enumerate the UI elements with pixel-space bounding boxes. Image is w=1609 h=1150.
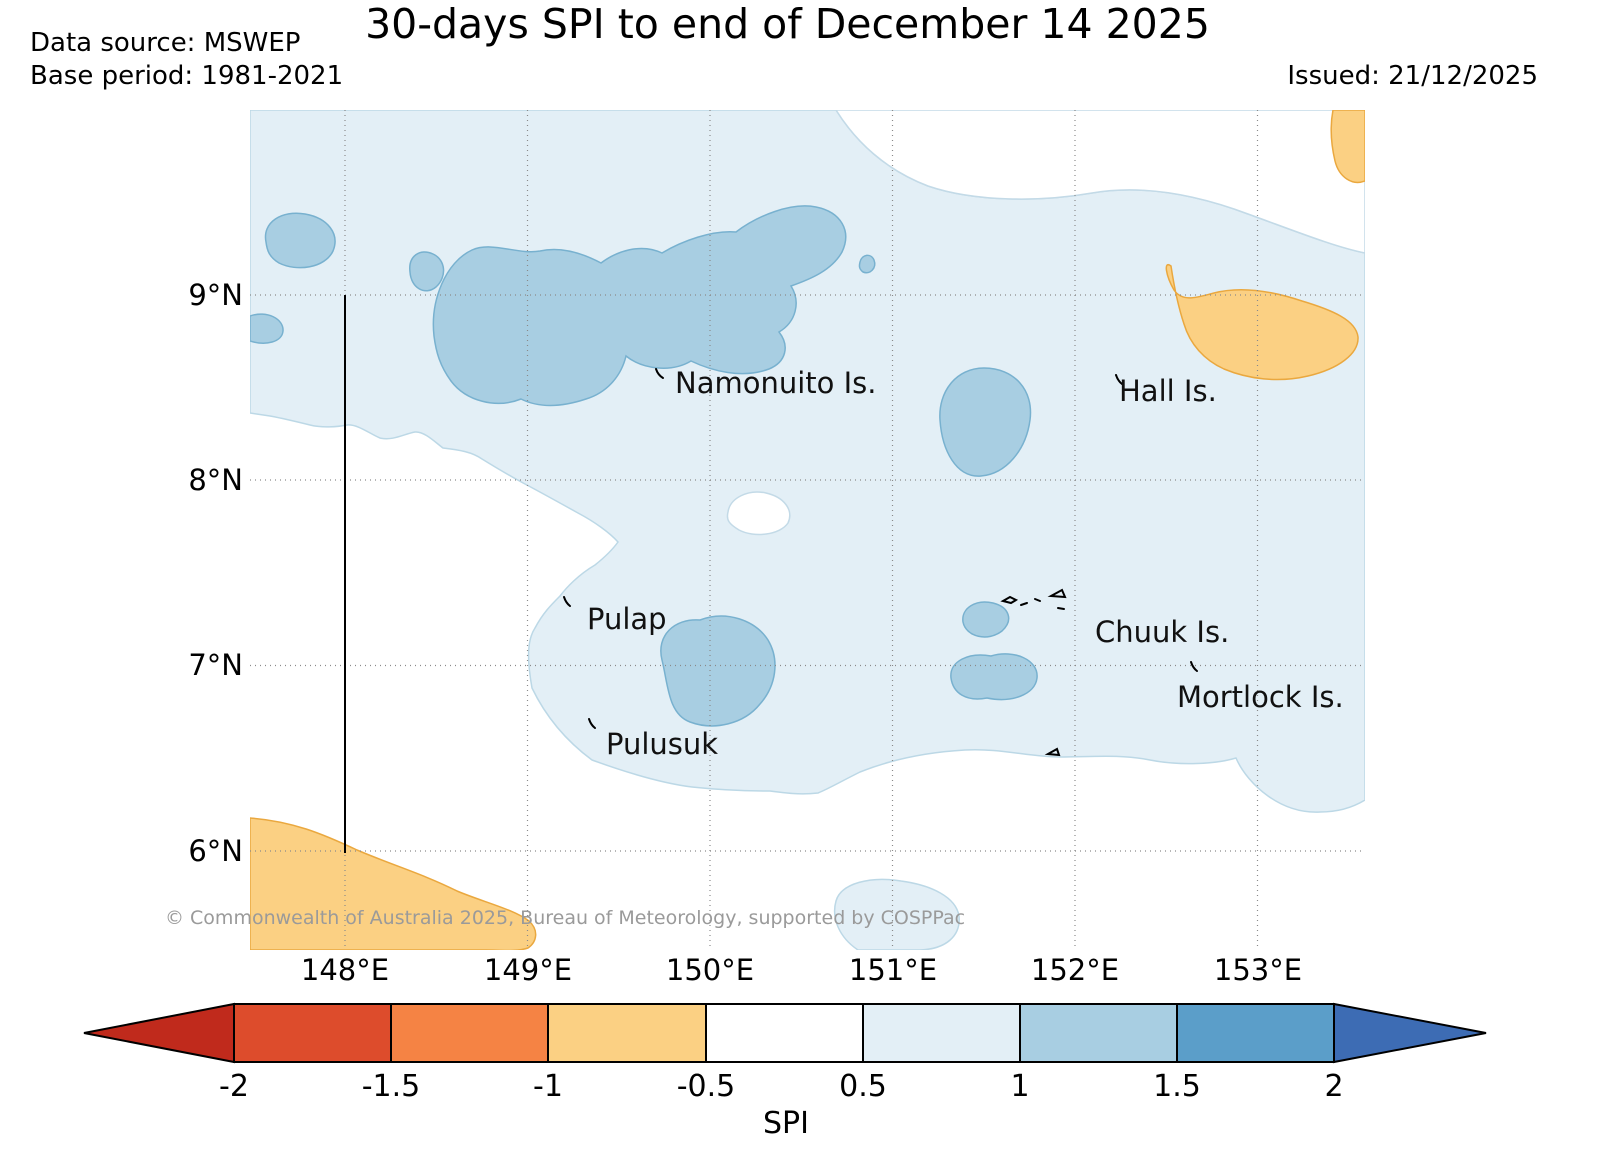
page-title: 30-days SPI to end of December 14 2025 [365,0,1210,48]
place-label-pulap: Pulap [587,602,667,636]
lat-label-9n: 9°N [188,278,243,312]
lat-label-6n: 6°N [188,834,243,868]
lat-label-7n: 7°N [188,648,243,682]
colorbar-tick: 1 [1010,1069,1029,1104]
pulusuk-mark [588,718,596,729]
gridlines [250,110,1365,950]
spi-colorbar: -2 -1.5 -1 -0.5 0.5 1 1.5 2 SPI [83,1002,1487,1141]
colorbar-tick: -1.5 [362,1069,421,1104]
chuuk-islands-mark [1047,588,1067,599]
colorbar-left-arrow [83,1002,235,1064]
colorbar-axis-label: SPI [763,1106,809,1141]
wet-medium-regions [250,205,1038,727]
place-label-mortlock: Mortlock Is. [1177,680,1344,714]
colorbar-segment [390,1003,549,1063]
data-source-label: Data source: MSWEP [30,28,301,58]
lon-label-150e: 150°E [665,953,755,987]
contour-blob [950,653,1038,701]
colorbar-segment [1176,1003,1335,1063]
chuuk-islands-mark [1034,598,1041,602]
lat-label-8n: 8°N [188,463,243,497]
colorbar-right-arrow [1333,1002,1487,1064]
lon-label-148e: 148°E [300,953,390,987]
colorbar-segment [705,1003,864,1063]
mortlock-mark [1190,661,1198,672]
contour-blob [409,251,445,292]
contour-blob [939,367,1032,477]
colorbar-tick: -0.5 [677,1069,736,1104]
colorbar-segment [547,1003,707,1063]
spi-contour-map [250,110,1365,950]
dry-light-regions [250,110,1365,950]
base-period-label: Base period: 1981-2021 [30,61,344,91]
colorbar-segment [233,1003,392,1063]
hall-mark [1115,374,1123,385]
dry-blob-bottom-left [250,817,537,950]
contour-blob [962,601,1010,638]
chuuk-islands-mark [1057,607,1065,610]
colorbar-tick: -2 [219,1069,249,1104]
contour-blob [250,313,284,344]
colorbar-tick: 0.5 [839,1069,887,1104]
colorbar-tick: -1 [533,1069,563,1104]
place-label-namonuito: Namonuito Is. [675,366,877,400]
neutral-top-right-wedge [835,110,1365,254]
dry-blob-top-right [1330,110,1365,183]
dry-blob-hall [1165,263,1359,381]
neutral-regions [726,110,1365,536]
colorbar-tick: 2 [1324,1069,1343,1104]
island-mark [1044,747,1061,757]
copyright-notice: © Commonwealth of Australia 2025, Bureau… [165,907,966,929]
lon-label-149e: 149°E [483,953,573,987]
lon-label-153e: 153°E [1213,953,1303,987]
lon-label-152e: 152°E [1030,953,1120,987]
colorbar-tick-labels: -2 -1.5 -1 -0.5 0.5 1 1.5 2 [219,1069,1344,1104]
place-label-pulusuk: Pulusuk [606,727,719,761]
contour-blob [264,212,336,269]
island-marks [563,368,1198,757]
colorbar-tick: 1.5 [1153,1069,1201,1104]
wet-light-bottom-blob [834,878,960,950]
place-label-hall: Hall Is. [1119,374,1217,408]
chuuk-islands-mark [1020,602,1028,606]
colorbar-segment [1019,1003,1178,1063]
contour-blob-namonuito [432,205,847,407]
contour-blob [858,254,876,274]
place-label-chuuk: Chuuk Is. [1095,615,1230,649]
issued-date-label: Issued: 21/12/2025 [1287,61,1538,91]
pulap-mark [563,596,571,607]
colorbar-segment [862,1003,1021,1063]
chuuk-islands-mark [1000,595,1019,605]
colorbar-segments [83,1002,1487,1064]
neutral-hole [726,491,791,536]
namonuito-mark [655,368,664,379]
contour-blob-pulap [660,615,776,727]
lon-label-151e: 151°E [848,953,938,987]
